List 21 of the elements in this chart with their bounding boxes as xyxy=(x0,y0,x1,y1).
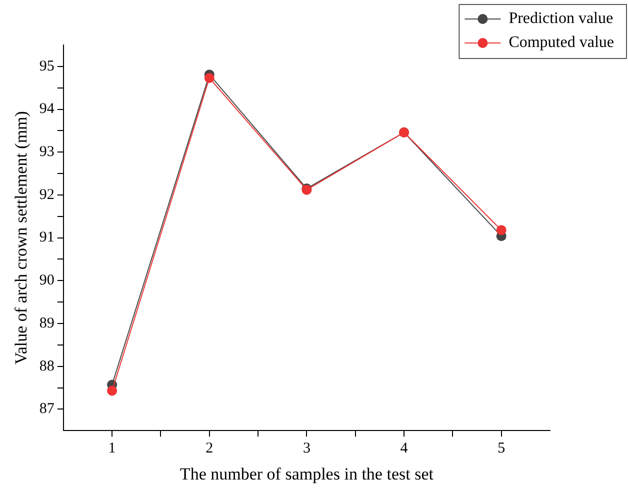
legend-label: Prediction value xyxy=(508,10,614,28)
legend-label: Computed value xyxy=(508,34,614,52)
y-tick-label: 95 xyxy=(39,58,54,74)
y-tick-label: 94 xyxy=(39,101,55,118)
x-axis-title: The number of samples in the test set xyxy=(180,464,434,484)
point xyxy=(496,225,506,236)
x-tick-label: 1 xyxy=(108,440,116,457)
x-tick-label: 4 xyxy=(400,440,408,457)
y-tick-label: 88 xyxy=(39,358,54,374)
point xyxy=(204,72,214,83)
y-tick-label: 90 xyxy=(39,272,54,289)
y-axis-title: Value of arch crown settlement (mm) xyxy=(12,111,31,365)
y-tick-label: 93 xyxy=(39,144,54,160)
y-tick-label: 91 xyxy=(39,230,54,246)
y-tick-label: 87 xyxy=(39,401,55,418)
x-tick-label: 3 xyxy=(302,440,310,457)
y-tick-label: 92 xyxy=(39,186,54,203)
x-tick-label: 5 xyxy=(498,440,506,457)
y-tick-label: 89 xyxy=(39,315,54,332)
point xyxy=(107,386,118,396)
x-tick-label: 2 xyxy=(206,440,214,457)
